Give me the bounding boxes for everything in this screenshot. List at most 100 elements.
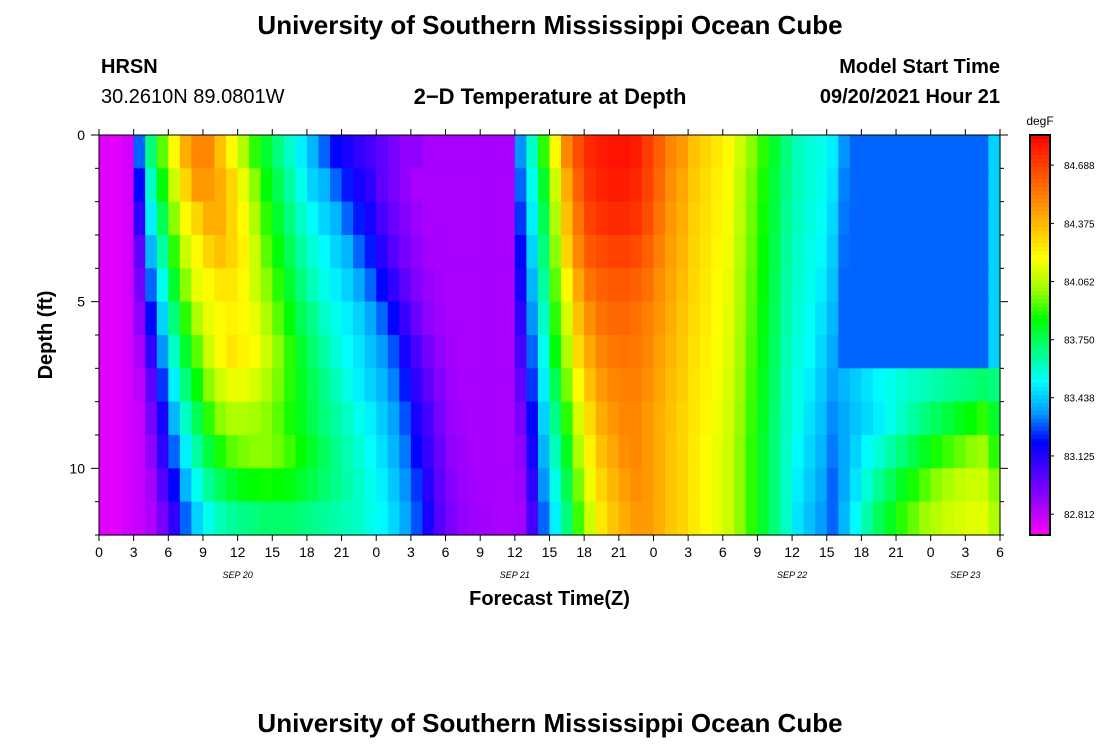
heatmap-cell bbox=[653, 168, 666, 203]
station-id: HRSN bbox=[101, 56, 158, 78]
heatmap-cell bbox=[445, 268, 458, 303]
colorbar-segment bbox=[1030, 423, 1050, 428]
x-tick-label: 6 bbox=[719, 544, 727, 560]
heatmap-cell bbox=[595, 501, 608, 536]
heatmap-cell bbox=[595, 301, 608, 336]
heatmap-cell bbox=[792, 235, 805, 269]
heatmap-cell bbox=[768, 501, 782, 536]
heatmap-cell bbox=[849, 301, 862, 336]
colorbar-segment bbox=[1030, 339, 1050, 344]
heatmap-cell bbox=[249, 268, 262, 303]
heatmap-cell bbox=[514, 301, 527, 336]
heatmap-cell bbox=[433, 135, 447, 169]
heatmap-cell bbox=[145, 335, 158, 369]
heatmap-cell bbox=[549, 501, 562, 536]
heatmap-cell bbox=[745, 201, 759, 236]
heatmap-cell bbox=[826, 468, 839, 503]
heatmap-cell bbox=[965, 135, 978, 169]
heatmap-cell bbox=[768, 235, 782, 269]
heatmap-cell bbox=[849, 435, 862, 469]
heatmap-cell bbox=[364, 235, 377, 269]
heatmap-cell bbox=[584, 435, 597, 469]
heatmap-cell bbox=[202, 168, 216, 203]
heatmap-cell bbox=[376, 135, 389, 169]
heatmap-cell bbox=[653, 401, 666, 436]
colorbar-segment bbox=[1030, 255, 1050, 260]
heatmap-cell bbox=[872, 335, 886, 369]
heatmap-cell bbox=[838, 468, 851, 503]
heatmap-cell bbox=[468, 335, 481, 369]
heatmap-cell bbox=[849, 168, 862, 203]
heatmap-cell bbox=[641, 401, 655, 436]
heatmap-cell bbox=[122, 468, 135, 503]
x-tick-label: 3 bbox=[130, 544, 138, 560]
heatmap-cell bbox=[607, 468, 620, 503]
heatmap-cell bbox=[768, 335, 782, 369]
heatmap-cell bbox=[179, 368, 193, 403]
heatmap-cell bbox=[468, 168, 481, 203]
heatmap-cell bbox=[376, 501, 389, 536]
heatmap-cell bbox=[260, 235, 273, 269]
colorbar-segment bbox=[1030, 275, 1050, 280]
heatmap-cell bbox=[815, 501, 828, 536]
heatmap-cell bbox=[318, 135, 331, 169]
heatmap-cell bbox=[156, 235, 169, 269]
heatmap-cell bbox=[907, 435, 920, 469]
heatmap-cell bbox=[976, 201, 990, 236]
heatmap-cell bbox=[711, 501, 724, 536]
heatmap-cell bbox=[226, 468, 239, 503]
heatmap-cell bbox=[653, 501, 666, 536]
heatmap-cell bbox=[145, 368, 158, 403]
heatmap-cell bbox=[330, 201, 343, 236]
heatmap-cell bbox=[803, 201, 816, 236]
heatmap-cell bbox=[896, 201, 909, 236]
heatmap-cell bbox=[792, 301, 805, 336]
heatmap-cell bbox=[491, 435, 504, 469]
heatmap-cell bbox=[849, 135, 862, 169]
heatmap-cell bbox=[179, 435, 193, 469]
colorbar-segment bbox=[1030, 527, 1050, 532]
heatmap-cell bbox=[965, 201, 978, 236]
heatmap-cell bbox=[99, 468, 112, 503]
heatmap-cell bbox=[110, 301, 123, 336]
heatmap-cell bbox=[318, 168, 331, 203]
heatmap-cell bbox=[665, 335, 678, 369]
heatmap-cell bbox=[641, 335, 655, 369]
heatmap-cell bbox=[341, 435, 354, 469]
heatmap-cell bbox=[249, 468, 262, 503]
x-tick-label: 15 bbox=[819, 544, 835, 560]
colorbar-tick-label: 84.688 bbox=[1064, 161, 1095, 172]
heatmap-cell bbox=[156, 368, 169, 403]
heatmap-cell bbox=[376, 301, 389, 336]
colorbar-segment bbox=[1030, 291, 1050, 296]
colorbar-segment bbox=[1030, 467, 1050, 472]
heatmap-cell bbox=[145, 135, 158, 169]
heatmap-cell bbox=[976, 468, 990, 503]
heatmap-cell bbox=[849, 268, 862, 303]
x-tick-label: 0 bbox=[650, 544, 658, 560]
heatmap-cell bbox=[745, 468, 759, 503]
heatmap-cell bbox=[584, 501, 597, 536]
heatmap-cell bbox=[480, 501, 493, 536]
heatmap-cell bbox=[896, 301, 909, 336]
heatmap-cell bbox=[768, 435, 782, 469]
heatmap-cell bbox=[306, 235, 320, 269]
heatmap-cell bbox=[768, 168, 782, 203]
colorbar-segment bbox=[1030, 259, 1050, 264]
heatmap-cell bbox=[988, 335, 1001, 369]
heatmap-cell bbox=[133, 301, 146, 336]
heatmap-cell bbox=[572, 135, 585, 169]
heatmap-cell bbox=[572, 168, 585, 203]
heatmap-cell bbox=[826, 201, 839, 236]
heatmap-cell bbox=[861, 335, 874, 369]
heatmap-cell bbox=[526, 401, 539, 436]
heatmap-cell bbox=[491, 335, 504, 369]
heatmap-cell bbox=[572, 468, 585, 503]
heatmap-cell bbox=[607, 368, 620, 403]
heatmap-cell bbox=[584, 135, 597, 169]
heatmap-cell bbox=[110, 235, 123, 269]
heatmap-cell bbox=[838, 235, 851, 269]
heatmap-cell bbox=[491, 301, 504, 336]
colorbar-segment bbox=[1030, 323, 1050, 328]
heatmap-cell bbox=[988, 268, 1001, 303]
